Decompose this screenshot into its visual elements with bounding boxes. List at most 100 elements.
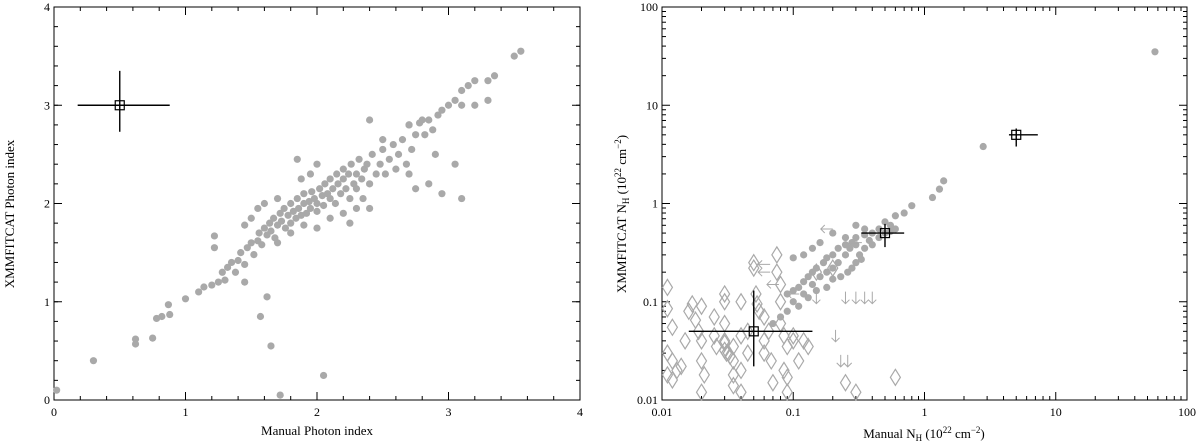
right-upper-limit-diamond (661, 365, 674, 385)
right-upper-limit-diamond (792, 351, 805, 371)
right-upper-limit-diamond (708, 326, 720, 345)
left-y-tick-label: 2 (44, 197, 50, 211)
left-x-axis-label: Manual Photon index (261, 423, 373, 438)
left-x-tick-label: 3 (446, 405, 452, 419)
left-data-point (394, 150, 403, 158)
right-data-point (891, 225, 899, 233)
right-upper-limit-diamond (666, 370, 679, 390)
right-data-point (886, 221, 895, 229)
right-upper-limit-diamond (758, 307, 770, 327)
left-data-point (438, 190, 446, 198)
left-data-point (412, 185, 420, 193)
right-upper-limit-diamond (698, 365, 710, 385)
left-x-tick-label: 2 (314, 405, 320, 419)
left-data-point (344, 170, 353, 178)
right-upper-limit-diamond (695, 383, 708, 402)
right-upper-limit-diamond (718, 314, 731, 333)
left-data-point (326, 175, 334, 183)
right-upper-limit-diamond (683, 302, 695, 321)
left-data-point (451, 160, 459, 168)
right-upper-limit-diamond (781, 368, 793, 387)
left-data-point (346, 194, 354, 203)
left-data-point (471, 101, 479, 109)
left-data-point (458, 194, 466, 203)
x-label-unit-exp2: −2 (971, 425, 981, 435)
right-data-point (834, 259, 842, 267)
right-upper-limit-diamond (735, 292, 747, 311)
left-data-point (254, 204, 262, 213)
right-upper-limit-diamond (778, 361, 790, 380)
left-data-point (227, 258, 236, 267)
left-data-point (321, 180, 329, 188)
right-y-tick-label: 0.01 (637, 393, 658, 407)
right-left-arrow-limit (766, 280, 779, 289)
left-y-tick-label: 3 (44, 98, 50, 112)
right-upper-limit-diamond (661, 299, 674, 318)
right-data-points (661, 48, 1159, 402)
right-y-tick-label: 100 (640, 0, 658, 14)
left-data-point (266, 219, 274, 227)
right-data-point (852, 233, 860, 242)
left-data-point (464, 82, 472, 90)
right-left-arrow-limit (757, 267, 771, 277)
left-data-point (263, 293, 271, 301)
right-data-point (935, 185, 944, 193)
left-data-point (289, 207, 297, 215)
left-data-point (218, 268, 226, 276)
left-data-point (517, 47, 525, 55)
left-data-point (346, 219, 354, 227)
left-data-point (339, 175, 347, 183)
left-data-point (368, 150, 376, 158)
left-data-point (405, 121, 413, 129)
right-data-point (829, 275, 837, 283)
right-x-tick-label: 0.01 (652, 405, 673, 419)
y-label-unit-exp2: −2 (613, 139, 623, 149)
left-data-point (319, 371, 328, 380)
right-upper-limit-diamond (718, 292, 731, 311)
left-data-point (210, 244, 219, 252)
left-data-point (313, 160, 321, 168)
right-upper-limit-diamond (718, 284, 731, 304)
left-data-point (149, 334, 157, 342)
right-data-point (881, 218, 889, 226)
left-data-point (302, 209, 311, 217)
left-data-point (237, 249, 245, 257)
right-upper-limit-diamond (889, 368, 902, 387)
y-label-unit-mid: cm (614, 149, 629, 168)
left-data-point (294, 204, 303, 213)
left-data-point (270, 214, 278, 222)
right-upper-limit-diamond (767, 373, 779, 392)
right-upper-limit-diamond (727, 376, 740, 395)
right-upper-limit-diamond (686, 294, 698, 314)
right-data-point (837, 273, 845, 281)
right-data-point (789, 298, 797, 306)
left-data-point (276, 209, 284, 217)
left-data-point (425, 116, 433, 124)
left-data-point (89, 357, 98, 365)
x-label-unit-post: ) (980, 426, 984, 441)
right-data-point (908, 202, 916, 210)
left-error-marker-box (114, 100, 125, 111)
right-upper-limit-diamond (771, 263, 783, 282)
left-chart: 0 1 2 3 4 0 1 2 3 4 Manual Photon index XMMFITCAT… (2, 0, 583, 438)
left-data-point (363, 160, 371, 168)
right-data-point (852, 259, 860, 267)
right-data-point (829, 251, 837, 259)
right-upper-limit-diamond (727, 337, 740, 356)
left-data-point (247, 239, 255, 247)
right-upper-limit-diamond (781, 337, 793, 356)
y-label-unit-exp: 22 (613, 168, 623, 177)
y-label-main: XMMFITCAT N (614, 203, 629, 293)
left-data-point (258, 241, 266, 249)
right-upper-limit-diamond (695, 331, 708, 350)
right-down-arrow-limit (860, 291, 870, 305)
right-tick-labels: 0.01 0.1 1 10 100 0.01 0.1 1 10 100 (637, 0, 1196, 419)
right-data-point (823, 283, 831, 291)
right-down-arrow-limit (851, 291, 861, 305)
right-left-arrow-limit (820, 224, 833, 234)
left-data-point (510, 52, 518, 60)
right-left-arrow-limit (757, 260, 771, 269)
right-down-arrow-limit (841, 291, 850, 305)
right-data-point (979, 142, 987, 151)
